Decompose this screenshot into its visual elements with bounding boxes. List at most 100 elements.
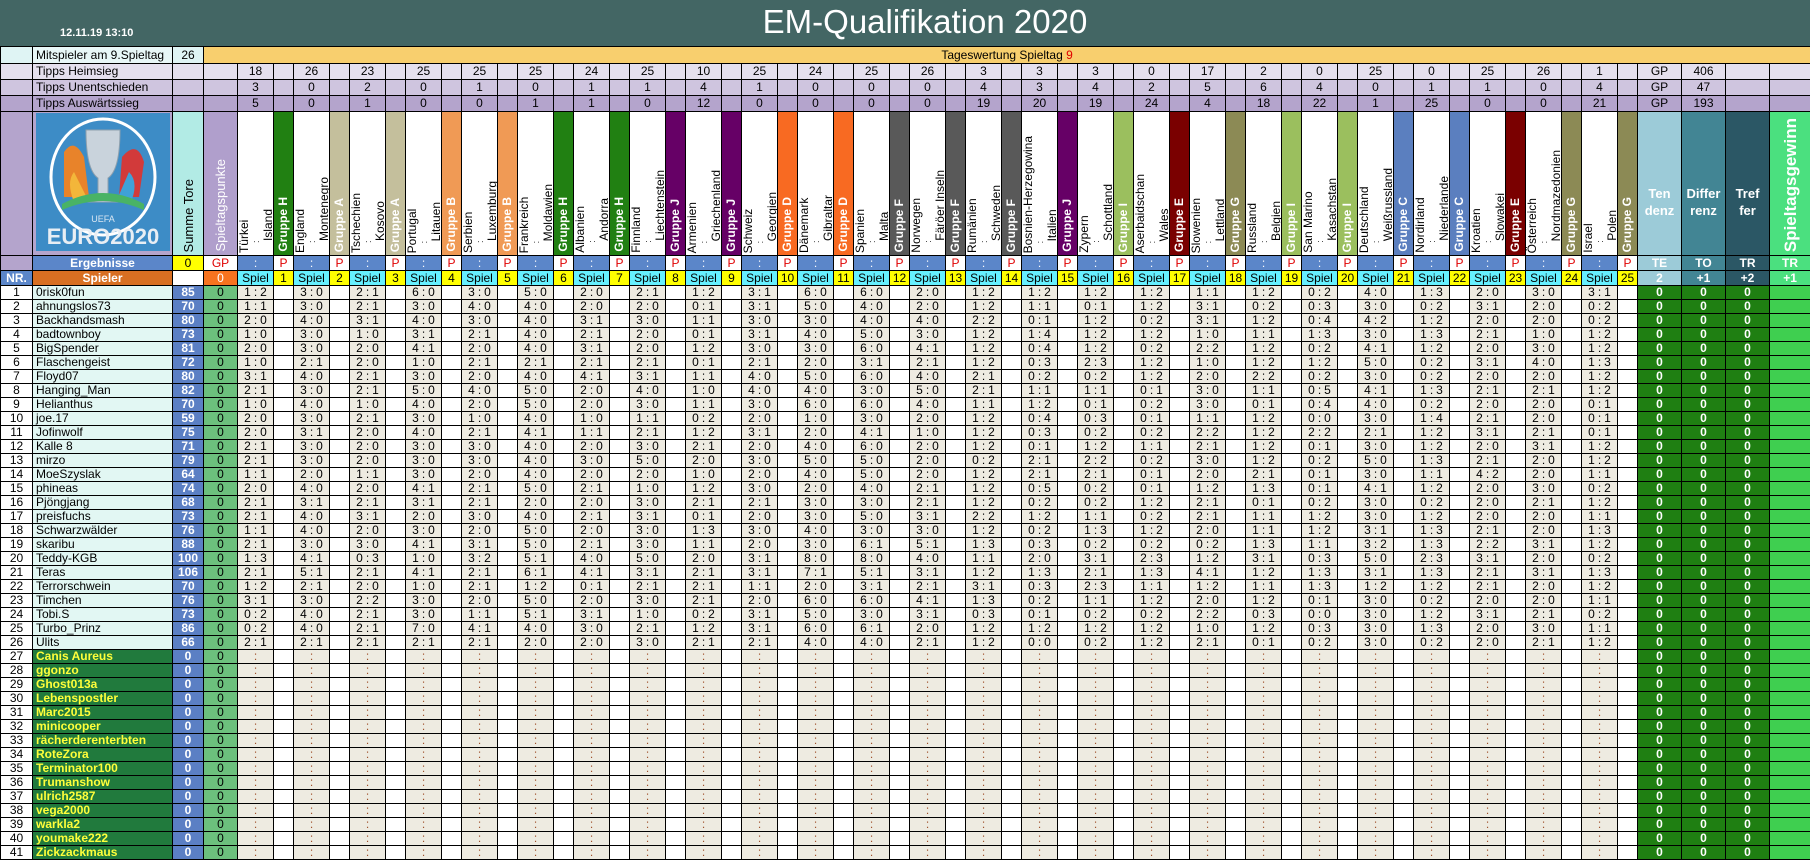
tip-input[interactable]: 1:0	[1189, 327, 1226, 342]
tip-input[interactable]: 1:1	[1245, 327, 1282, 342]
tip-input[interactable]: :	[573, 691, 610, 706]
tip-input[interactable]: :	[1469, 747, 1506, 762]
tip-input[interactable]: :	[1245, 831, 1282, 846]
tip-input[interactable]: 1:0	[237, 397, 274, 412]
tip-input[interactable]: :	[293, 733, 330, 748]
tip-input[interactable]: 1:2	[1581, 579, 1618, 594]
tip-input[interactable]: :	[573, 817, 610, 832]
tip-input[interactable]: 1:2	[1245, 621, 1282, 636]
tip-input[interactable]: 2:0	[461, 467, 498, 482]
tip-input[interactable]: :	[573, 733, 610, 748]
tip-input[interactable]: :	[741, 719, 778, 734]
tip-input[interactable]: 3:0	[853, 607, 890, 622]
tip-input[interactable]: :	[1189, 761, 1226, 776]
tip-input[interactable]: :	[629, 789, 666, 804]
tip-input[interactable]: :	[797, 761, 834, 776]
tip-input[interactable]: 0:2	[1133, 537, 1170, 552]
tip-input[interactable]: :	[1525, 817, 1562, 832]
tip-input[interactable]: 3:1	[461, 537, 498, 552]
tip-input[interactable]: 2:1	[965, 369, 1002, 384]
tip-input[interactable]: :	[349, 845, 386, 860]
tip-input[interactable]: 1:4	[1021, 327, 1058, 342]
tip-input[interactable]: 0:1	[1301, 481, 1338, 496]
tip-input[interactable]: :	[741, 817, 778, 832]
tip-input[interactable]: :	[685, 677, 722, 692]
tip-input[interactable]: 0:2	[1077, 425, 1114, 440]
tip-input[interactable]: 3:0	[1189, 397, 1226, 412]
tip-input[interactable]: 2:0	[797, 579, 834, 594]
tip-input[interactable]: 3:1	[741, 607, 778, 622]
tip-input[interactable]: 1:2	[1413, 579, 1450, 594]
tip-input[interactable]: 5:0	[1357, 551, 1394, 566]
tip-input[interactable]: 4:0	[1525, 355, 1562, 370]
tip-input[interactable]: 4:0	[797, 467, 834, 482]
tip-input[interactable]: 0:2	[685, 607, 722, 622]
tip-input[interactable]: 0:2	[1077, 607, 1114, 622]
tip-input[interactable]: 1:1	[1133, 579, 1170, 594]
tip-input[interactable]: 1:2	[1077, 285, 1114, 300]
tip-input[interactable]: 0:2	[1301, 495, 1338, 510]
tip-input[interactable]: 1:2	[965, 285, 1002, 300]
tip-input[interactable]: :	[349, 747, 386, 762]
tip-input[interactable]: :	[853, 789, 890, 804]
tip-input[interactable]: 2:1	[1469, 383, 1506, 398]
tip-input[interactable]: :	[797, 733, 834, 748]
tip-input[interactable]: 3:0	[293, 341, 330, 356]
tip-input[interactable]: 2:0	[685, 551, 722, 566]
tip-input[interactable]: :	[1581, 719, 1618, 734]
tip-input[interactable]: 3:2	[1357, 537, 1394, 552]
tip-input[interactable]: :	[965, 677, 1002, 692]
tip-input[interactable]: 2:1	[685, 439, 722, 454]
tip-input[interactable]: 3:0	[293, 383, 330, 398]
tip-input[interactable]: 2:1	[629, 621, 666, 636]
tip-input[interactable]: 3:0	[629, 523, 666, 538]
tip-input[interactable]: 2:0	[573, 397, 610, 412]
tip-input[interactable]: :	[1245, 775, 1282, 790]
tip-input[interactable]: :	[293, 719, 330, 734]
tip-input[interactable]: 1:2	[1581, 453, 1618, 468]
tip-input[interactable]: 3:0	[741, 397, 778, 412]
result-input[interactable]: :	[1525, 255, 1562, 271]
tip-input[interactable]: 3:0	[293, 593, 330, 608]
tip-input[interactable]: 1:3	[237, 551, 274, 566]
tip-input[interactable]: :	[965, 803, 1002, 818]
tip-input[interactable]: :	[1189, 719, 1226, 734]
tip-input[interactable]: 1:3	[1413, 285, 1450, 300]
tip-input[interactable]: :	[629, 733, 666, 748]
tip-input[interactable]: 1:2	[1021, 285, 1058, 300]
tip-input[interactable]: 1:0	[237, 327, 274, 342]
tip-input[interactable]: :	[629, 677, 666, 692]
tip-input[interactable]: 3:0	[461, 509, 498, 524]
tip-input[interactable]: 0:1	[685, 355, 722, 370]
tip-input[interactable]: 4:0	[741, 383, 778, 398]
tip-input[interactable]: 4:0	[853, 313, 890, 328]
tip-input[interactable]: :	[1525, 747, 1562, 762]
tip-input[interactable]: :	[741, 831, 778, 846]
tip-input[interactable]: 1:2	[1413, 425, 1450, 440]
tip-input[interactable]: :	[1469, 733, 1506, 748]
tip-input[interactable]: :	[1077, 761, 1114, 776]
tip-input[interactable]: :	[1021, 677, 1058, 692]
tip-input[interactable]: :	[1133, 663, 1170, 678]
tip-input[interactable]: :	[1413, 677, 1450, 692]
tip-input[interactable]: :	[461, 705, 498, 720]
tip-input[interactable]: 0:2	[1133, 397, 1170, 412]
tip-input[interactable]: 2:0	[237, 341, 274, 356]
tip-input[interactable]: 2:1	[1469, 411, 1506, 426]
tip-input[interactable]: :	[1245, 817, 1282, 832]
tip-input[interactable]: :	[349, 733, 386, 748]
tip-input[interactable]: :	[237, 663, 274, 678]
result-input[interactable]: :	[853, 255, 890, 271]
tip-input[interactable]: :	[1245, 733, 1282, 748]
tip-input[interactable]: :	[1133, 719, 1170, 734]
tip-input[interactable]: :	[685, 705, 722, 720]
tip-input[interactable]: 2:1	[573, 509, 610, 524]
tip-input[interactable]: :	[797, 677, 834, 692]
tip-input[interactable]: 2:1	[1469, 579, 1506, 594]
tip-input[interactable]: :	[741, 677, 778, 692]
tip-input[interactable]: 2:1	[573, 355, 610, 370]
tip-input[interactable]: 2:1	[237, 453, 274, 468]
tip-input[interactable]: :	[1301, 817, 1338, 832]
tip-input[interactable]: :	[1245, 691, 1282, 706]
tip-input[interactable]: :	[1021, 719, 1058, 734]
